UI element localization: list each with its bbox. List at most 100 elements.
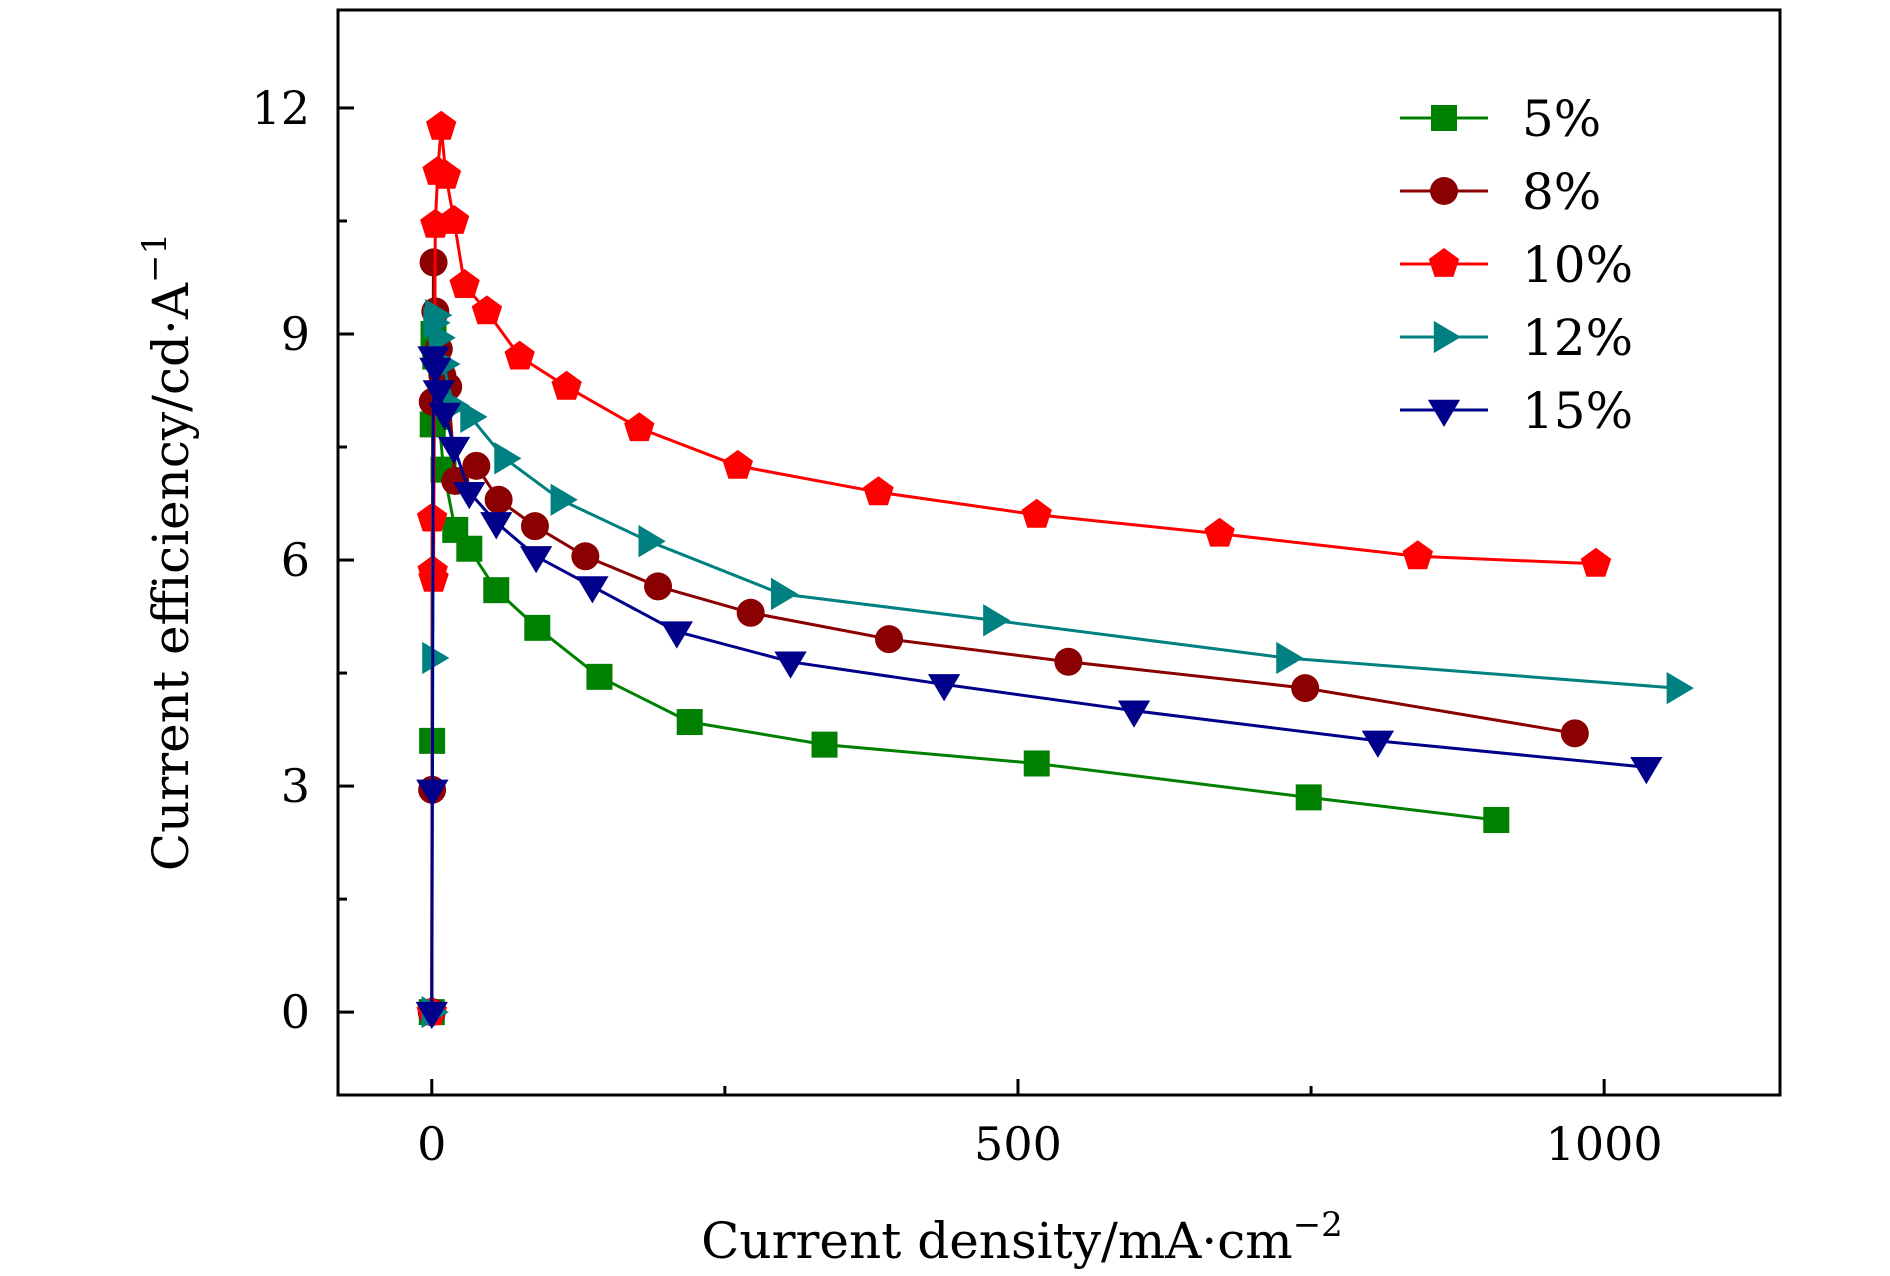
data-point [484, 485, 513, 514]
legend-label: 10% [1522, 236, 1633, 294]
y-tick-label: 9 [281, 307, 310, 361]
series-15pct [415, 346, 1663, 1030]
data-point [1291, 674, 1320, 703]
data-point [438, 205, 470, 234]
data-point [644, 572, 673, 601]
legend-item: 8% [1400, 163, 1601, 221]
data-point [425, 299, 453, 332]
data-point [504, 340, 535, 370]
series-line [430, 262, 1576, 1013]
y-axis-title: Current efficiency/cd·A−1 [135, 233, 200, 871]
legend-label: 15% [1522, 382, 1633, 440]
x-axis-title-superscript: −2 [1293, 1205, 1343, 1245]
data-point [863, 476, 894, 506]
data-series [415, 110, 1694, 1030]
data-point [422, 641, 450, 675]
series-line [430, 126, 1596, 1013]
data-point [571, 542, 600, 571]
data-point [437, 436, 471, 465]
data-point [676, 709, 703, 736]
data-point [983, 604, 1011, 637]
x-tick-label: 0 [417, 1117, 446, 1171]
data-point [586, 663, 613, 690]
axis-tick-labels: 0 500 1000 0 3 6 9 12 [251, 81, 1662, 1171]
data-point [449, 269, 480, 298]
legend-item: 10% [1400, 236, 1633, 294]
data-point [519, 546, 553, 574]
data-point [624, 412, 655, 442]
data-point [456, 535, 483, 562]
data-point [494, 442, 522, 475]
data-point [460, 400, 488, 434]
data-point [774, 651, 807, 679]
x-tick-label: 1000 [1546, 1117, 1663, 1171]
y-axis-title-superscript: −1 [135, 233, 175, 283]
plot-frame [336, 8, 1782, 1097]
legend-label: 12% [1522, 309, 1633, 367]
legend-marker [1427, 399, 1461, 427]
legend-marker [1431, 105, 1457, 131]
data-point [1560, 719, 1589, 748]
data-point [638, 525, 666, 558]
data-point [415, 1001, 448, 1030]
series-5pct [418, 320, 1510, 1026]
data-point [453, 482, 486, 510]
data-point [1361, 730, 1395, 758]
y-tick-label: 6 [281, 533, 310, 587]
data-point [1295, 784, 1322, 811]
y-tick-label: 0 [281, 985, 310, 1039]
data-point [1204, 517, 1235, 547]
legend-marker [1430, 177, 1458, 205]
legend-item: 15% [1400, 382, 1633, 440]
data-point [524, 614, 551, 641]
x-axis-title-text: Current density/mA·cm [701, 1212, 1293, 1270]
data-point [1023, 750, 1050, 777]
data-point [576, 576, 609, 604]
legend-item: 5% [1400, 90, 1601, 148]
data-point [550, 483, 578, 516]
data-point [722, 449, 753, 479]
data-point [419, 248, 448, 277]
data-point [736, 598, 765, 627]
data-point [1276, 641, 1304, 675]
data-point [1117, 700, 1151, 728]
data-point [551, 370, 582, 400]
data-point [770, 577, 799, 611]
series-8pct [417, 248, 1589, 1027]
data-point [1483, 806, 1510, 833]
data-point [875, 625, 904, 654]
x-axis-title: Current density/mA·cm−2 [701, 1205, 1343, 1270]
data-point [419, 357, 452, 385]
data-point [416, 779, 449, 807]
data-point [1021, 498, 1052, 528]
legend-marker [1433, 320, 1461, 354]
y-tick-label: 12 [251, 81, 310, 135]
data-point [428, 321, 456, 354]
data-point [1402, 540, 1433, 570]
data-point [1630, 757, 1663, 785]
legend: 5% 8% 10% 12% 15% [1400, 90, 1633, 440]
legend-item: 12% [1400, 309, 1633, 367]
axis-ticks [338, 106, 1606, 1095]
data-point [430, 159, 462, 189]
legend-label: 8% [1522, 163, 1601, 221]
data-point [422, 380, 455, 408]
data-point [1580, 547, 1612, 577]
data-point [811, 731, 838, 758]
y-tick-label: 3 [281, 759, 310, 813]
y-axis-title-text: Current efficiency/cd·A [142, 282, 200, 871]
data-point [480, 512, 513, 540]
data-point [1054, 647, 1083, 676]
legend-label: 5% [1522, 90, 1601, 148]
data-point [520, 512, 549, 541]
x-tick-label: 500 [974, 1117, 1062, 1171]
data-point [927, 674, 961, 702]
series-10pct [416, 110, 1612, 1026]
data-point [1666, 671, 1694, 705]
data-point [428, 402, 461, 431]
data-point [471, 295, 503, 325]
series-line [430, 314, 1677, 1013]
legend-marker [1428, 248, 1460, 277]
data-point [483, 577, 510, 604]
